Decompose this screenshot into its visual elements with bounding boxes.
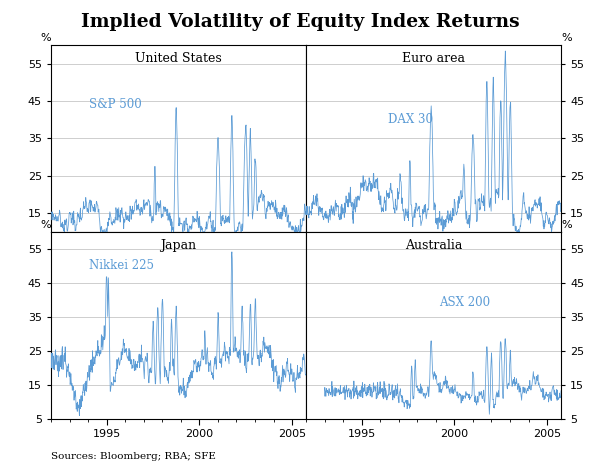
Text: Euro area: Euro area xyxy=(402,53,465,65)
Text: %: % xyxy=(561,33,572,43)
Text: S&P 500: S&P 500 xyxy=(89,98,142,111)
Text: United States: United States xyxy=(135,53,222,65)
Text: Implied Volatility of Equity Index Returns: Implied Volatility of Equity Index Retur… xyxy=(80,13,520,31)
Text: %: % xyxy=(561,220,572,230)
Text: Sources: Bloomberg; RBA; SFE: Sources: Bloomberg; RBA; SFE xyxy=(51,452,216,461)
Text: %: % xyxy=(40,220,51,230)
Text: ASX 200: ASX 200 xyxy=(439,296,490,309)
Text: DAX 30: DAX 30 xyxy=(388,113,433,126)
Text: Nikkei 225: Nikkei 225 xyxy=(89,259,154,272)
Text: Japan: Japan xyxy=(160,239,197,252)
Text: %: % xyxy=(40,33,51,43)
Text: Australia: Australia xyxy=(405,239,462,252)
